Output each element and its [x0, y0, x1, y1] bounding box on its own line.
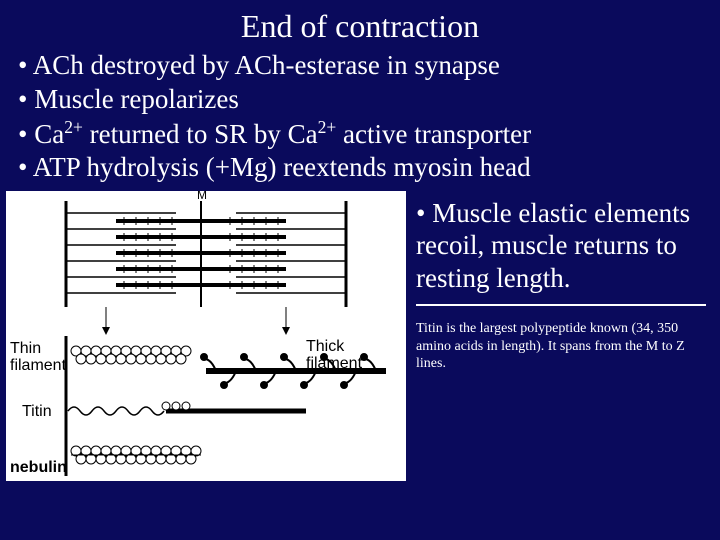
titin-label: Titin	[22, 403, 52, 421]
bullet-text: Muscle repolarizes	[34, 84, 239, 114]
bullet-item: Ca2+ returned to SR by Ca2+ active trans…	[18, 117, 720, 152]
slide-title: End of contraction	[0, 0, 720, 49]
bullet-item: ATP hydrolysis (+Mg) reextends myosin he…	[18, 151, 720, 185]
nebulin-label: nebulin	[10, 459, 67, 477]
bullet-text: ACh destroyed by ACh-esterase in synapse	[33, 50, 500, 80]
top-bullet-list: ACh destroyed by ACh-esterase in synapse…	[0, 49, 720, 185]
footnote-text: Titin is the largest polypeptide known (…	[416, 320, 706, 373]
m-line-label: M	[197, 191, 207, 202]
bullet-item: ACh destroyed by ACh-esterase in synapse	[18, 49, 720, 83]
thick-filament-label: Thickfilament	[306, 339, 362, 373]
right-bullet: Muscle elastic elements recoil, muscle r…	[416, 197, 706, 306]
bullet-text: ATP hydrolysis (+Mg) reextends myosin he…	[33, 152, 531, 182]
bullet-text: Ca2+ returned to SR by Ca2+ active trans…	[34, 119, 531, 149]
sarcomere-diagram: M	[6, 191, 406, 481]
thin-filament-label: Thinfilament	[10, 341, 66, 375]
bullet-item: Muscle repolarizes	[18, 83, 720, 117]
